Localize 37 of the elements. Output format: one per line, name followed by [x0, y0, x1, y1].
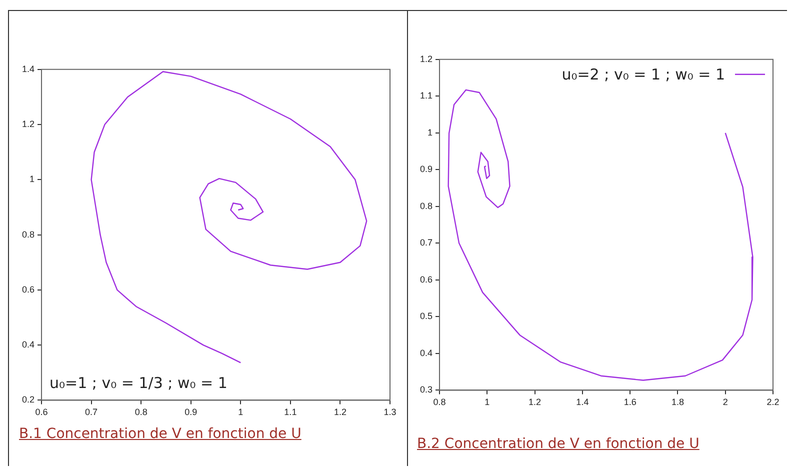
- x-tick-label: 0.8: [433, 397, 446, 408]
- annotation: u₀=1 ; v₀ = 1/3 ; w₀ = 1: [50, 374, 228, 392]
- x-tick-label: 1: [484, 397, 490, 408]
- y-tick-label: 0.2: [22, 394, 35, 405]
- y-tick-label: 0.8: [420, 200, 433, 211]
- x-tick-label: 1.1: [284, 407, 297, 418]
- y-tick-label: 1.4: [22, 64, 35, 74]
- x-tick-label: 1.2: [528, 397, 542, 408]
- x-tick-label: 0.6: [35, 407, 48, 418]
- y-tick-label: 0.7: [420, 238, 433, 248]
- text: B.2 Concentration de V en fonction de U: [417, 436, 700, 452]
- x-tick-label: 0.9: [184, 407, 198, 418]
- y-tick-label: 1: [29, 174, 35, 184]
- y-tick-label: 0.4: [22, 340, 35, 350]
- x-tick-label: 0.8: [134, 407, 148, 418]
- x-tick-label: 1.8: [671, 397, 684, 408]
- y-tick-label: 1.1: [420, 90, 433, 101]
- y-tick-label: 0.9: [420, 164, 433, 174]
- y-tick-label: 1.2: [420, 54, 433, 64]
- y-tick-label: 0.5: [420, 311, 433, 322]
- y-tick-label: 0.6: [420, 274, 433, 284]
- x-tick-label: 0.7: [85, 407, 98, 418]
- y-tick-label: 0.3: [420, 384, 433, 395]
- y-tick-label: 0.6: [22, 284, 35, 294]
- x-tick-label: 1.6: [624, 397, 636, 408]
- x-tick-label: 1.3: [384, 407, 396, 418]
- x-tick-label: 2.2: [766, 397, 780, 408]
- x-tick-label: 2: [722, 397, 728, 408]
- y-tick-label: 1.2: [22, 119, 35, 130]
- x-tick-label: 1: [238, 407, 244, 418]
- text: B.1 Concentration de V en fonction de U: [19, 426, 302, 442]
- y-tick-label: 0.8: [22, 229, 35, 240]
- y-tick-label: 1: [427, 127, 433, 138]
- y-tick-label: 0.4: [420, 348, 433, 358]
- x-tick-label: 1.2: [334, 407, 346, 418]
- x-tick-label: 1.4: [576, 397, 589, 408]
- legend-label: u₀=2 ; v₀ = 1 ; w₀ = 1: [562, 65, 725, 84]
